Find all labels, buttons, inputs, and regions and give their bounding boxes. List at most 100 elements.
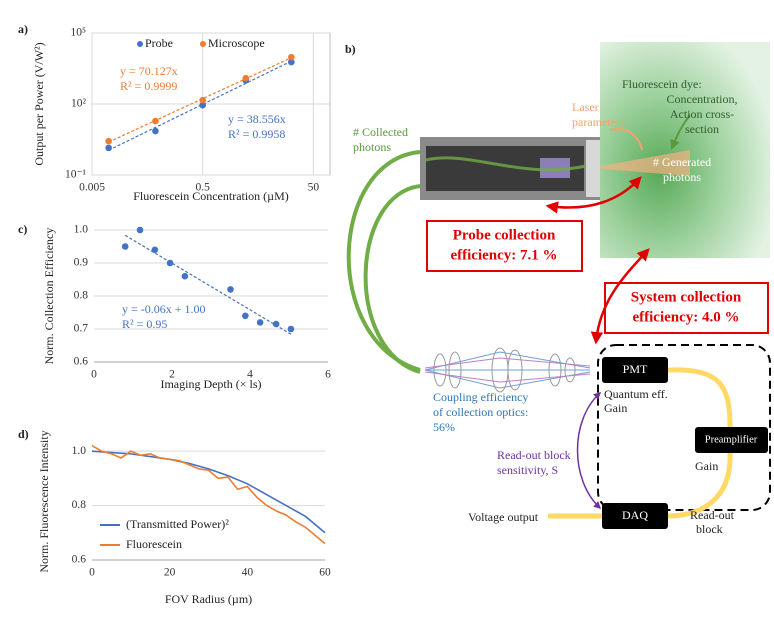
point	[242, 74, 250, 82]
laser-cone	[590, 150, 690, 176]
point	[121, 243, 129, 250]
label: Quantum eff.	[604, 387, 668, 401]
y-tick-label: 0.9	[74, 257, 89, 269]
label: System collection	[631, 289, 742, 305]
label: # Collected	[353, 125, 408, 139]
annotation: y = 38.556x	[228, 112, 286, 126]
x-tick-label: 0	[91, 369, 97, 381]
x-tick-label: 20	[164, 567, 176, 579]
x-tick-label: 2	[169, 369, 175, 381]
point	[287, 325, 295, 333]
y-axis-label: Norm. Collection Efficiency	[42, 228, 56, 365]
x-axis-label: FOV Radius (µm)	[165, 592, 252, 606]
y-axis-label: Norm. Fluorescence Intensity	[37, 430, 51, 572]
legend-label: Microscope	[208, 36, 265, 50]
line	[91, 445, 326, 545]
preamp-box	[695, 427, 768, 453]
point	[136, 226, 144, 234]
signal-path	[548, 367, 733, 519]
panel-label: a)	[18, 22, 28, 36]
panel-label: d)	[18, 427, 29, 441]
probe-lens	[540, 158, 570, 178]
label: section	[685, 122, 719, 136]
point	[288, 58, 295, 66]
legend-label: Probe	[145, 36, 173, 50]
point	[288, 53, 295, 61]
label: block	[696, 522, 723, 536]
annotation: y = -0.06x + 1.00	[122, 302, 206, 316]
point	[199, 101, 206, 109]
x-tick-label: 4	[247, 369, 253, 381]
y-tick-label: 0.6	[72, 554, 87, 566]
point	[152, 117, 159, 125]
legend-marker	[137, 41, 143, 47]
label: # Generated	[653, 155, 711, 169]
probe-efficiency-box	[426, 220, 583, 272]
y-tick-label: 10⁵	[70, 27, 86, 39]
optics	[424, 347, 591, 393]
y-tick-label: 10²	[71, 98, 87, 110]
annotation: R² = 0.95	[122, 317, 167, 331]
arrow	[576, 391, 602, 510]
label: Action cross-	[670, 107, 734, 121]
y-tick-label: 10⁻¹	[65, 169, 87, 181]
y-tick-label: 0.8	[74, 290, 89, 302]
x-tick-label: 60	[319, 567, 331, 579]
label: Laser	[572, 100, 599, 114]
label: Voltage output	[468, 510, 539, 524]
x-axis-label: Fluorescein Concentration (µM)	[133, 189, 289, 203]
point	[272, 320, 280, 328]
fiber-inside	[425, 156, 587, 172]
fiber	[346, 150, 421, 372]
label: Gain	[695, 459, 718, 473]
x-tick-label: 0.005	[79, 182, 105, 194]
label: Read-out block	[497, 448, 571, 462]
label: Preamplifier	[705, 434, 758, 445]
label: DAQ	[622, 508, 648, 522]
panel-label: c)	[18, 222, 27, 236]
y-axis-label: Output per Power (V/W²)	[32, 42, 46, 165]
label: Gain	[604, 401, 627, 415]
point	[199, 96, 206, 104]
legend-marker	[200, 41, 206, 47]
x-tick-label: 40	[242, 567, 254, 579]
arrow	[590, 248, 650, 345]
label: efficiency: 4.0 %	[632, 309, 739, 325]
y-tick-label: 1.0	[72, 445, 87, 457]
dye-glow	[600, 42, 770, 258]
probe-tip	[586, 140, 600, 197]
arrow	[545, 176, 642, 214]
y-tick-label: 0.8	[72, 499, 87, 511]
legend-label: (Transmitted Power)²	[126, 517, 229, 531]
point	[152, 127, 159, 135]
label: parameters	[572, 115, 625, 129]
point	[151, 246, 159, 254]
annotation: R² = 0.9958	[228, 127, 285, 141]
fiber	[363, 184, 421, 374]
point	[105, 144, 112, 152]
x-axis-label: Imaging Depth (× ls)	[160, 377, 261, 391]
point	[166, 259, 174, 267]
point	[181, 272, 189, 280]
legend-label: Fluorescein	[126, 537, 182, 551]
point	[227, 286, 234, 293]
pmt-box	[602, 357, 668, 383]
annotation: y = 70.127x	[120, 64, 178, 78]
y-tick-label: 1.0	[74, 224, 89, 236]
x-tick-label: 50	[308, 182, 320, 194]
label: 56%	[433, 420, 455, 434]
label: sensitivity, S	[497, 463, 558, 477]
diagram: b) # Collected photons Laser parameters …	[345, 42, 771, 536]
line	[91, 450, 326, 534]
y-tick-label: 0.6	[74, 356, 89, 368]
x-tick-label: 0	[89, 567, 95, 579]
label: Coupling efficiency	[433, 390, 528, 404]
x-tick-label: 0.5	[195, 182, 210, 194]
label: photons	[353, 140, 391, 154]
daq-box	[602, 503, 668, 529]
point	[105, 137, 112, 145]
label: Concentration,	[667, 92, 738, 106]
label: of collection optics:	[433, 405, 528, 419]
